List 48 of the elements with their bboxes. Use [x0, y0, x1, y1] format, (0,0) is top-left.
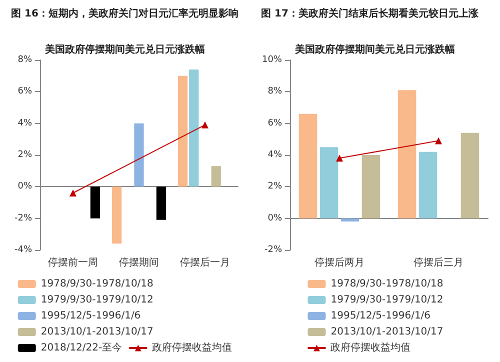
y-tick-label: -2%	[14, 213, 32, 224]
y-tick-label: 0%	[268, 213, 282, 224]
bar	[320, 147, 338, 218]
x-tick-label: 停摆后两月	[314, 256, 364, 268]
bar	[418, 152, 438, 218]
legend-label: 1995/12/5-1996/1/6	[40, 310, 141, 322]
y-tick-label: 8%	[268, 86, 282, 97]
chart-subtitle: 美国政府停摆期间美元兑日元涨跌幅	[294, 44, 455, 56]
chart-title: 图 16：短期内，美政府关门对日元汇率无明显影响	[11, 8, 238, 20]
legend-label: 1995/12/5-1996/1/6	[330, 310, 431, 322]
x-tick-label: 停摆前一周	[48, 256, 98, 268]
bar	[340, 218, 360, 222]
y-tick-label: 2%	[268, 182, 282, 192]
legend-label: 1979/9/30-1979/10/12	[40, 294, 154, 306]
y-tick-label: 6%	[18, 86, 32, 97]
bar	[90, 186, 100, 218]
legend-label: 1978/9/30-1978/10/18	[330, 278, 444, 290]
legend-label: 2013/10/1-2013/10/17	[40, 326, 154, 338]
x-tick-label: 停摆期间	[119, 256, 159, 268]
y-tick-label: 4%	[268, 150, 282, 160]
bar	[211, 166, 221, 187]
y-tick-label: 6%	[268, 118, 282, 128]
y-tick-label: 2%	[18, 150, 32, 160]
y-tick-label: 8%	[18, 55, 32, 65]
bar	[460, 132, 480, 218]
bar	[178, 76, 188, 187]
legend-label: 政府停摆收益均值	[330, 342, 411, 354]
bar	[134, 123, 144, 187]
legend-label: 2018/12/22-至今	[40, 342, 122, 354]
y-tick-label: 10%	[262, 55, 282, 65]
y-tick-label: -2%	[264, 245, 282, 255]
bar	[362, 155, 380, 218]
y-tick-label: 4%	[18, 118, 32, 128]
bar	[156, 186, 166, 220]
y-tick-label: 0%	[18, 182, 32, 192]
bar	[112, 186, 122, 244]
chart-title: 图 17：美政府关门结束后长期看美元较日元上涨	[261, 8, 480, 20]
y-tick-label: -4%	[14, 245, 32, 255]
x-tick-label: 停摆后三月	[414, 256, 464, 268]
legend-label: 政府停摆收益均值	[152, 342, 232, 354]
bar	[189, 70, 199, 187]
legend-label: 1978/9/30-1978/10/18	[40, 278, 154, 290]
x-tick-label: 停摆后一月	[180, 256, 230, 268]
legend-label: 2013/10/1-2013/10/17	[330, 326, 444, 338]
legend-label: 1979/9/30-1979/10/12	[330, 294, 444, 306]
bar	[298, 114, 318, 218]
bar	[398, 90, 416, 218]
chart-subtitle: 美国政府停摆期间美元兑日元涨跌幅	[44, 44, 205, 56]
